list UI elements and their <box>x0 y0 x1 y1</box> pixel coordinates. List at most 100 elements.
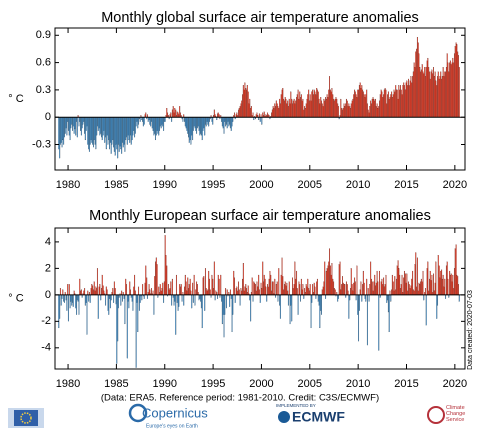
bar <box>238 108 240 118</box>
bar <box>166 265 168 295</box>
bar <box>388 98 390 118</box>
bar <box>205 117 207 127</box>
bar <box>418 282 420 295</box>
bar <box>316 281 318 295</box>
bar <box>325 97 327 118</box>
bar <box>423 73 425 118</box>
bar <box>330 91 332 118</box>
bar <box>266 294 268 302</box>
bar <box>131 117 133 141</box>
bar <box>383 286 385 295</box>
bar <box>399 89 401 118</box>
bar <box>394 276 396 295</box>
bar <box>305 103 307 118</box>
bar <box>380 281 382 295</box>
bar <box>139 117 141 122</box>
bar <box>246 288 248 295</box>
bar <box>135 294 137 368</box>
bar <box>412 71 414 118</box>
bar <box>342 108 344 118</box>
bar <box>305 284 307 295</box>
bar <box>239 106 241 118</box>
bar <box>391 289 393 295</box>
bar <box>278 108 280 118</box>
bar <box>180 284 182 295</box>
bar <box>246 85 248 118</box>
bar <box>443 76 445 118</box>
bar <box>384 284 386 295</box>
bar <box>217 294 219 299</box>
bar <box>122 117 124 148</box>
bar <box>179 284 181 295</box>
bar <box>352 98 354 118</box>
bar <box>170 112 172 118</box>
bar <box>337 294 339 299</box>
bar <box>248 103 250 118</box>
bar <box>108 117 110 141</box>
c3s-name: Climate Change Service <box>446 405 466 423</box>
bar <box>85 294 87 303</box>
bar <box>334 289 336 295</box>
bar <box>271 281 273 295</box>
bar <box>240 103 242 118</box>
bar <box>66 117 68 136</box>
bar <box>67 284 69 295</box>
bar <box>212 117 214 125</box>
bar <box>410 285 412 295</box>
bar <box>116 294 118 364</box>
bar <box>334 98 336 118</box>
bar <box>129 117 131 143</box>
bar <box>79 278 81 295</box>
plot-frame <box>54 27 466 171</box>
bar <box>453 62 455 118</box>
bar <box>319 294 321 329</box>
bar <box>302 284 304 295</box>
bar <box>92 117 94 145</box>
bar <box>414 264 416 295</box>
bar <box>375 106 377 118</box>
bar <box>146 277 148 295</box>
x-tick-label: 1980 <box>56 378 80 390</box>
plot-frame <box>54 227 466 370</box>
bar <box>347 290 349 295</box>
bar <box>109 294 111 299</box>
bar <box>133 117 135 131</box>
bar <box>271 112 272 118</box>
bar <box>152 290 154 295</box>
bar <box>120 294 122 306</box>
bar <box>420 281 422 295</box>
x-tick-label: 1995 <box>201 378 225 390</box>
bar <box>354 91 356 118</box>
bar <box>414 67 416 118</box>
bar <box>311 294 313 303</box>
bar <box>329 89 331 118</box>
y-tick-label: 0 <box>45 289 51 301</box>
bar <box>447 278 449 295</box>
bar <box>188 284 190 295</box>
bar <box>326 94 328 118</box>
bar <box>263 274 265 295</box>
bar <box>425 67 427 118</box>
bar <box>90 117 92 141</box>
bar <box>135 117 137 127</box>
bar <box>408 78 410 118</box>
bar <box>278 268 280 295</box>
bar <box>456 44 458 118</box>
bar <box>322 106 324 118</box>
bar <box>114 117 116 156</box>
bar <box>224 117 226 122</box>
bar <box>297 294 299 315</box>
bar <box>354 89 356 118</box>
bar <box>402 85 404 118</box>
bar <box>350 288 351 295</box>
bar <box>105 117 107 150</box>
bar <box>425 294 427 326</box>
bar <box>449 270 451 295</box>
bar <box>287 100 289 118</box>
bar <box>72 117 73 131</box>
bar <box>250 108 252 118</box>
bar <box>127 117 129 136</box>
bar <box>452 57 454 118</box>
bar <box>358 89 360 118</box>
bar <box>269 270 271 295</box>
